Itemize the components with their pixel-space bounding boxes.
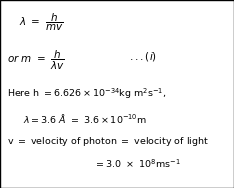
Text: $= 3.0\ \times\ 10^{8}$ms$^{-1}$: $= 3.0\ \times\ 10^{8}$ms$^{-1}$ [94, 157, 180, 170]
Text: $\lambda\ =\ \dfrac{h}{mv}$: $\lambda\ =\ \dfrac{h}{mv}$ [19, 12, 63, 33]
Text: $\lambda = 3.6\ \AA\ =\ 3.6 \times 10^{-10}$m: $\lambda = 3.6\ \AA\ =\ 3.6 \times 10^{-… [23, 112, 147, 125]
Text: Here h $= 6.626 \times 10^{-34}$kg m$^{2}$s$^{-1}$,: Here h $= 6.626 \times 10^{-34}$kg m$^{2… [7, 87, 166, 101]
Text: $...(i)$: $...(i)$ [129, 50, 157, 63]
Text: $or\ m\ =\ \dfrac{h}{\lambda v}$: $or\ m\ =\ \dfrac{h}{\lambda v}$ [7, 49, 65, 72]
Text: v $=$ velocity of photon $=$ velocity of light: v $=$ velocity of photon $=$ velocity of… [7, 134, 209, 148]
